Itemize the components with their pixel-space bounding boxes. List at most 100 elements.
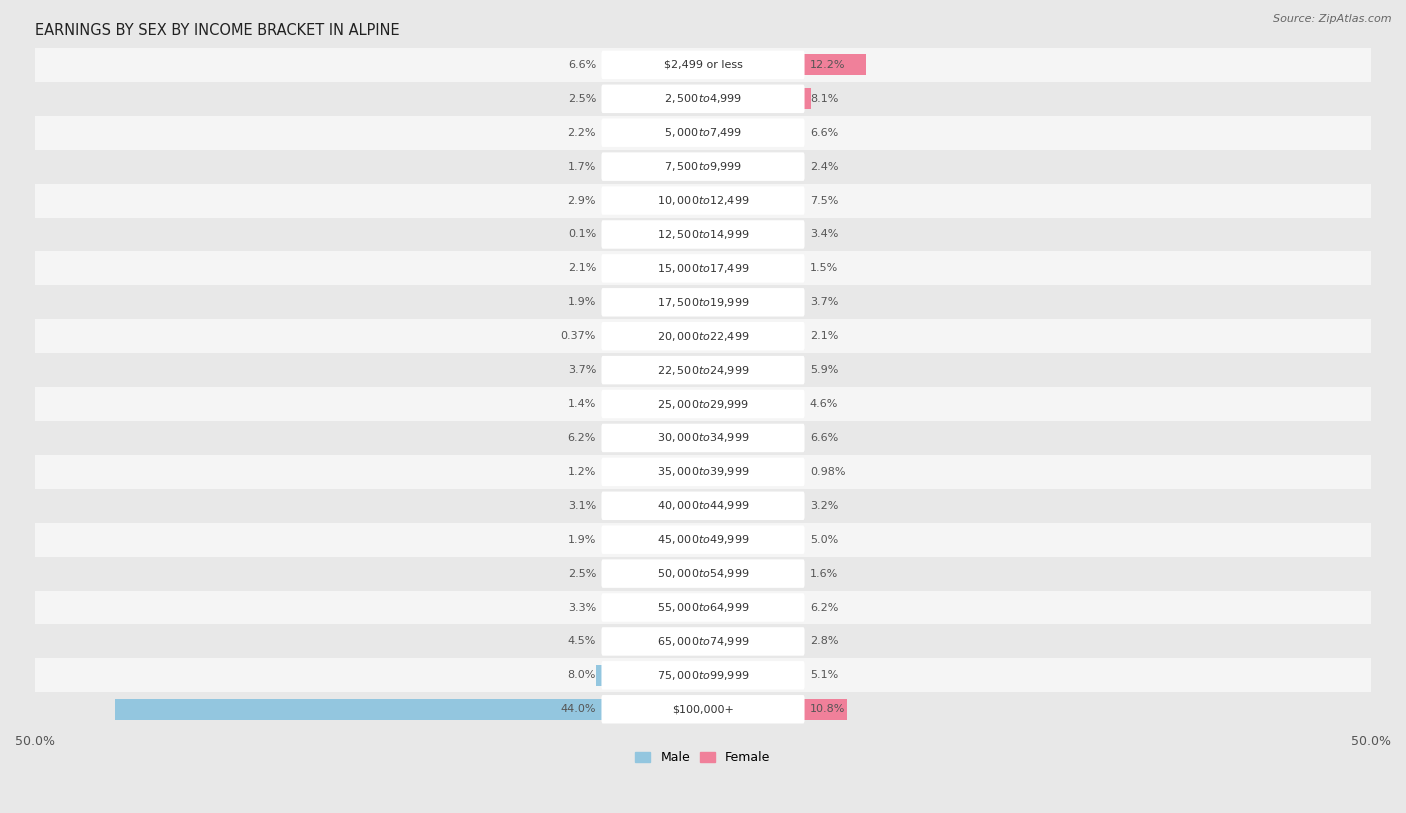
Bar [35,659,1371,693]
Text: 3.7%: 3.7% [568,365,596,375]
Text: 1.2%: 1.2% [568,467,596,477]
Bar [35,285,1371,320]
Bar [703,190,803,211]
Text: $40,000 to $44,999: $40,000 to $44,999 [657,499,749,512]
FancyBboxPatch shape [602,85,804,113]
FancyBboxPatch shape [602,220,804,249]
Bar [685,393,703,415]
Bar [35,115,1371,150]
Text: $5,000 to $7,499: $5,000 to $7,499 [664,126,742,139]
Text: 12.2%: 12.2% [810,60,845,70]
FancyBboxPatch shape [602,356,804,385]
Bar [675,258,703,279]
Bar [703,529,770,550]
Legend: Male, Female: Male, Female [630,746,776,769]
Text: 6.2%: 6.2% [810,602,838,612]
Bar [697,326,703,346]
Text: 4.6%: 4.6% [810,399,838,409]
Text: $55,000 to $64,999: $55,000 to $64,999 [657,601,749,614]
Text: $50,000 to $54,999: $50,000 to $54,999 [657,567,749,580]
Text: 10.8%: 10.8% [810,704,845,715]
Bar [35,184,1371,218]
Text: 3.1%: 3.1% [568,501,596,511]
Text: 0.1%: 0.1% [568,229,596,240]
Text: 1.6%: 1.6% [810,568,838,579]
Text: Source: ZipAtlas.com: Source: ZipAtlas.com [1274,14,1392,24]
Text: 6.2%: 6.2% [568,433,596,443]
Bar [35,353,1371,387]
FancyBboxPatch shape [602,559,804,588]
Bar [703,224,748,245]
Bar [703,156,735,177]
FancyBboxPatch shape [602,627,804,655]
Text: 1.4%: 1.4% [568,399,596,409]
Text: 44.0%: 44.0% [561,704,596,715]
FancyBboxPatch shape [602,695,804,724]
Text: $22,500 to $24,999: $22,500 to $24,999 [657,363,749,376]
Text: 5.1%: 5.1% [810,671,838,680]
Bar [35,150,1371,184]
Bar [659,597,703,618]
Text: $30,000 to $34,999: $30,000 to $34,999 [657,432,749,445]
Text: $100,000+: $100,000+ [672,704,734,715]
Bar [115,698,703,720]
Text: 5.9%: 5.9% [810,365,838,375]
Text: 2.1%: 2.1% [568,263,596,273]
Text: 3.4%: 3.4% [810,229,838,240]
FancyBboxPatch shape [602,458,804,486]
Text: 5.0%: 5.0% [810,535,838,545]
Bar [35,624,1371,659]
FancyBboxPatch shape [602,661,804,689]
Bar [703,461,716,482]
Text: $35,000 to $39,999: $35,000 to $39,999 [657,465,749,478]
Bar [35,421,1371,455]
Bar [678,529,703,550]
Bar [664,190,703,211]
FancyBboxPatch shape [602,50,804,79]
Text: $17,500 to $19,999: $17,500 to $19,999 [657,296,749,309]
Bar [620,428,703,449]
Text: 1.9%: 1.9% [568,298,596,307]
Text: 2.9%: 2.9% [568,196,596,206]
Text: $2,499 or less: $2,499 or less [664,60,742,70]
Text: $15,000 to $17,499: $15,000 to $17,499 [657,262,749,275]
Bar [643,631,703,652]
Bar [35,251,1371,285]
Bar [662,495,703,516]
Text: 1.5%: 1.5% [810,263,838,273]
FancyBboxPatch shape [602,492,804,520]
Bar [681,156,703,177]
Text: 8.1%: 8.1% [810,93,838,104]
Text: $12,500 to $14,999: $12,500 to $14,999 [657,228,749,241]
Bar [35,455,1371,489]
FancyBboxPatch shape [602,186,804,215]
FancyBboxPatch shape [602,593,804,622]
Bar [614,54,703,76]
Bar [703,393,765,415]
Text: 1.7%: 1.7% [568,162,596,172]
Bar [35,557,1371,590]
Text: 8.0%: 8.0% [568,671,596,680]
Text: $45,000 to $49,999: $45,000 to $49,999 [657,533,749,546]
FancyBboxPatch shape [602,322,804,350]
Bar [688,461,703,482]
Text: 6.6%: 6.6% [810,128,838,137]
Bar [654,359,703,380]
Text: $2,500 to $4,999: $2,500 to $4,999 [664,93,742,106]
Text: 2.8%: 2.8% [810,637,838,646]
Bar [703,292,752,313]
FancyBboxPatch shape [602,288,804,316]
Text: EARNINGS BY SEX BY INCOME BRACKET IN ALPINE: EARNINGS BY SEX BY INCOME BRACKET IN ALP… [35,23,399,38]
Bar [703,563,724,584]
Text: 0.37%: 0.37% [561,331,596,341]
Bar [35,590,1371,624]
FancyBboxPatch shape [602,254,804,283]
Bar [35,489,1371,523]
Bar [35,387,1371,421]
Text: 4.5%: 4.5% [568,637,596,646]
Text: 3.2%: 3.2% [810,501,838,511]
Text: 2.2%: 2.2% [568,128,596,137]
Text: $25,000 to $29,999: $25,000 to $29,999 [657,398,749,411]
Bar [673,122,703,143]
Text: 3.7%: 3.7% [810,298,838,307]
